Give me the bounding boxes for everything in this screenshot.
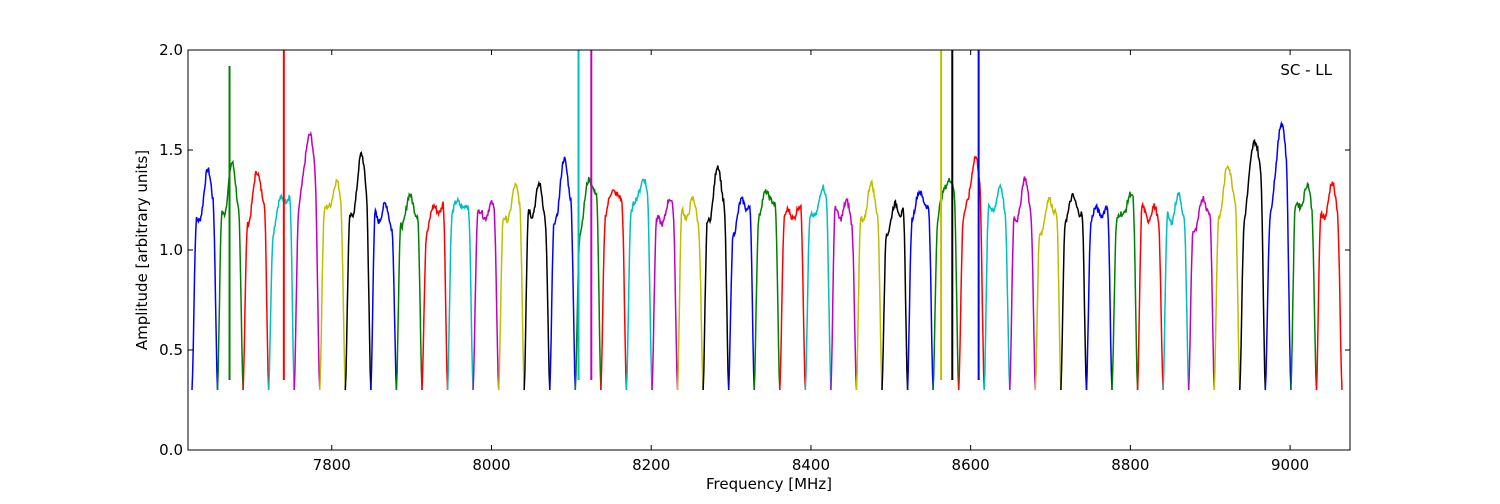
band-series-line xyxy=(702,165,730,391)
plot-annotation: SC - LL xyxy=(1280,61,1332,79)
band-series-line xyxy=(1060,192,1088,391)
band-series-line xyxy=(395,192,423,391)
band-series-line xyxy=(293,130,321,391)
x-tick-label: 8600 xyxy=(952,456,990,474)
band-series-line xyxy=(1009,176,1037,391)
band-series-line xyxy=(344,151,372,391)
series-layer xyxy=(191,50,1343,391)
band-series-line xyxy=(830,198,858,391)
band-series-line xyxy=(855,179,883,391)
band-series-line xyxy=(983,182,1011,391)
band-series-line xyxy=(625,178,653,391)
band-series-line xyxy=(804,184,832,391)
y-tick-label: 0.5 xyxy=(159,341,183,359)
plot-frame xyxy=(187,49,1351,451)
band-series-line xyxy=(1290,181,1318,391)
band-series-line xyxy=(957,155,985,391)
band-series-line xyxy=(191,167,219,391)
band-series-line xyxy=(753,189,781,391)
y-tick-label: 2.0 xyxy=(159,41,183,59)
ticks-layer: 7800 8000 8200 8400 8600 8800 9000 0.0 0.5 1.0 1.5… xyxy=(159,41,1350,474)
band-series-line xyxy=(523,180,551,391)
band-series-line xyxy=(651,198,679,391)
band-series-line xyxy=(1264,120,1292,391)
band-series-line xyxy=(1162,191,1190,391)
band-series-line xyxy=(1111,191,1139,391)
x-tick-label: 8400 xyxy=(792,456,830,474)
y-tick-label: 1.0 xyxy=(159,241,183,259)
band-series-line xyxy=(906,189,934,391)
y-axis-label: Amplitude [arbitrary units] xyxy=(133,150,151,350)
y-tick-label: 1.5 xyxy=(159,141,183,159)
band-series-line xyxy=(676,196,704,391)
band-series-line xyxy=(1034,197,1062,391)
band-series-line xyxy=(1315,181,1343,391)
band-series-line xyxy=(932,178,960,391)
band-series-line xyxy=(600,189,628,391)
x-tick-label: 8200 xyxy=(632,456,670,474)
band-series-line xyxy=(242,170,270,391)
y-tick-label: 0.0 xyxy=(159,441,183,459)
band-series-line xyxy=(1085,203,1113,391)
band-series-line xyxy=(370,201,398,391)
band-series-line xyxy=(574,176,602,391)
band-series-line xyxy=(1213,164,1241,391)
band-series-line xyxy=(267,193,295,391)
band-series-line xyxy=(881,199,909,391)
x-tick-label: 9000 xyxy=(1271,456,1309,474)
x-tick-label: 8000 xyxy=(472,456,510,474)
x-tick-label: 7800 xyxy=(313,456,351,474)
x-axis-label: Frequency [MHz] xyxy=(706,475,832,493)
band-series-line xyxy=(1239,138,1267,391)
band-series-line xyxy=(319,179,347,391)
band-series-line xyxy=(472,200,500,391)
x-tick-label: 8800 xyxy=(1111,456,1149,474)
band-series-line xyxy=(446,196,474,391)
band-series-line xyxy=(421,201,449,391)
band-series-line xyxy=(779,203,807,391)
band-series-line xyxy=(1187,195,1215,391)
band-series-line xyxy=(549,156,577,391)
band-series-line xyxy=(497,182,525,391)
band-series-line xyxy=(727,196,755,391)
band-series-line xyxy=(1136,201,1164,391)
